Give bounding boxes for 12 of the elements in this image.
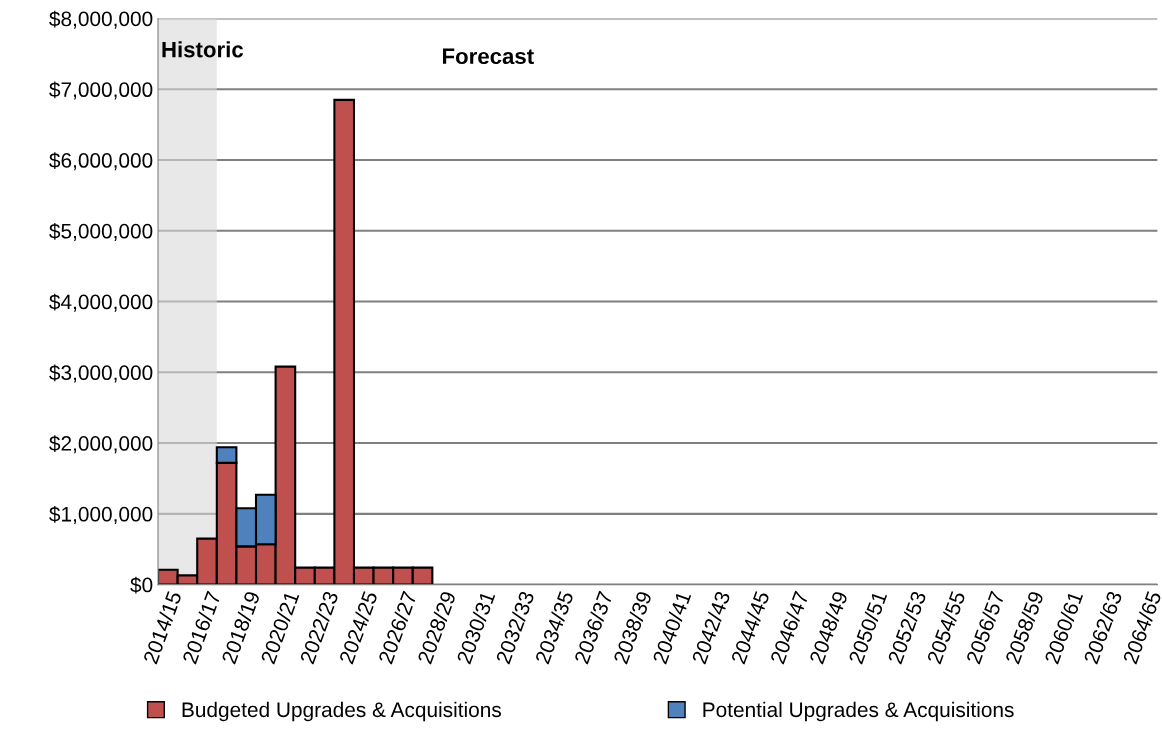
band-label: Historic [162, 41, 244, 58]
y-tick-label: $8,000,000 [49, 10, 153, 29]
legend-label: Budgeted Upgrades & Acquisitions [182, 701, 501, 722]
annotation: Forecast [442, 48, 534, 65]
y-tick-label: $7,000,000 [49, 81, 153, 100]
y-tick-label: $2,000,000 [49, 435, 153, 454]
y-tick-label: $1,000,000 [49, 505, 153, 525]
legend-label: Potential Upgrades & Acquisitions [703, 701, 1014, 722]
y-tick-label: $5,000,000 [49, 222, 153, 241]
y-tick-label: $4,000,000 [49, 293, 153, 312]
y-tick-label: $3,000,000 [49, 364, 153, 383]
y-tick-label: $6,000,000 [49, 152, 153, 171]
